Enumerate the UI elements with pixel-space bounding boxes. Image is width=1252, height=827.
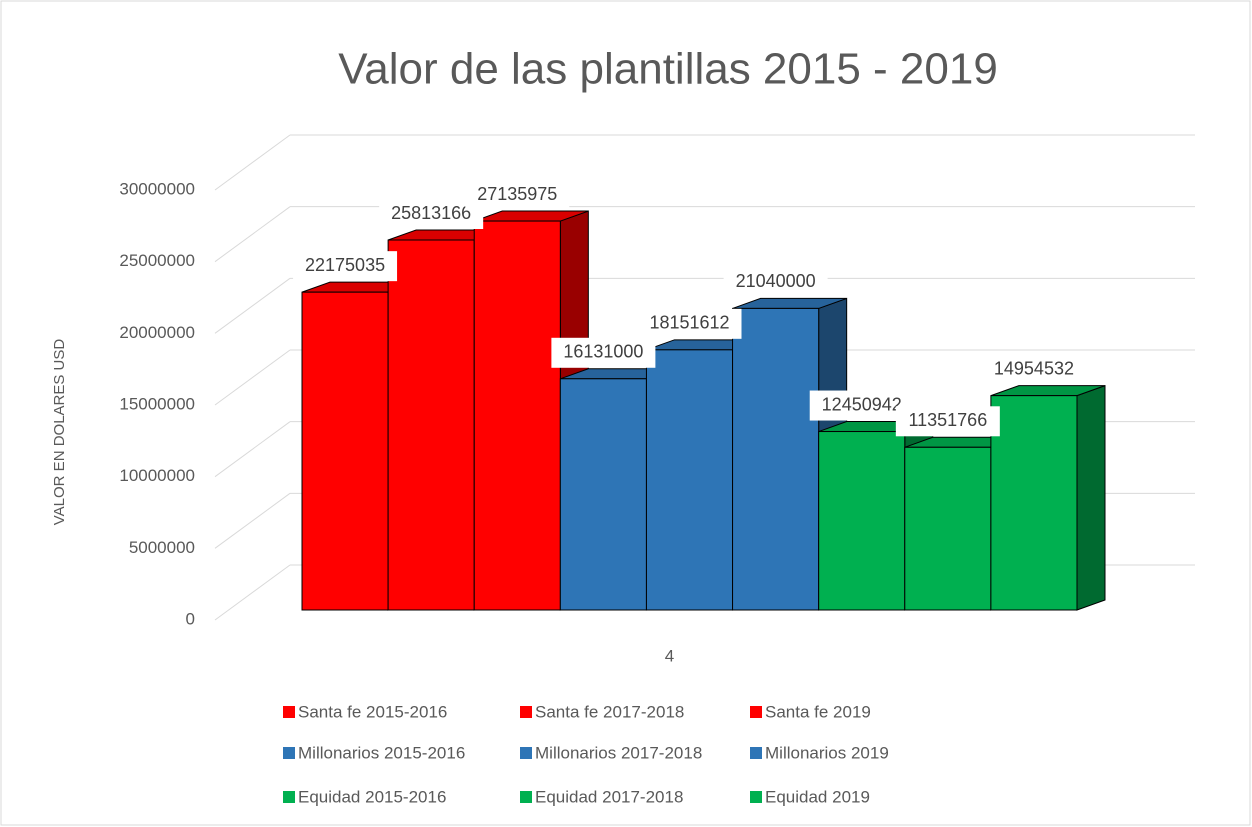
data-label-box — [895, 406, 1000, 437]
legend-label: Santa fe 2019 — [765, 702, 871, 721]
data-label: 25813166 — [391, 203, 471, 223]
grid-line — [214, 349, 291, 406]
data-label: 12450942 — [822, 394, 902, 414]
grid-line — [214, 564, 291, 621]
bar — [387, 239, 475, 611]
bar — [904, 446, 992, 611]
legend-swatch — [283, 791, 295, 803]
data-label-box — [637, 308, 742, 339]
y-tick-label: 20000000 — [119, 323, 195, 342]
bar — [818, 431, 906, 611]
legend-label: Millonarios 2017-2018 — [535, 743, 702, 762]
legend-label: Equidad 2015-2016 — [298, 787, 446, 806]
data-label: 16131000 — [563, 342, 643, 362]
bar — [301, 291, 389, 611]
grid-line — [214, 134, 291, 191]
bar — [990, 395, 1078, 611]
legend-swatch — [750, 747, 762, 759]
bar — [559, 378, 647, 611]
bar-side — [1076, 384, 1106, 611]
data-label-box — [551, 337, 656, 368]
legend-swatch — [283, 706, 295, 718]
legend-label: Equidad 2017-2018 — [535, 787, 683, 806]
chart-title: Valor de las plantillas 2015 - 2019 — [338, 45, 998, 94]
legend-label: Equidad 2019 — [765, 787, 870, 806]
legend-label: Millonarios 2019 — [765, 743, 889, 762]
bar — [645, 349, 734, 611]
y-tick-label: 15000000 — [119, 394, 195, 413]
data-label-box — [293, 251, 398, 282]
legend-swatch — [520, 706, 532, 718]
legend-swatch — [520, 791, 532, 803]
y-tick-label: 25000000 — [119, 251, 195, 270]
data-label: 14954532 — [994, 358, 1074, 378]
grid-line — [214, 421, 291, 478]
legend-swatch — [283, 747, 295, 759]
y-tick-label: 5000000 — [129, 538, 195, 557]
y-axis-label: VALOR EN DOLARES USD — [51, 339, 68, 526]
legend-swatch — [750, 706, 762, 718]
bar — [473, 220, 561, 611]
data-label: 27135975 — [477, 184, 557, 204]
legend-label: Santa fe 2015-2016 — [298, 702, 447, 721]
data-label: 21040000 — [736, 271, 816, 291]
data-label-box — [465, 180, 570, 211]
data-label-box — [723, 267, 828, 298]
x-tick-label: 4 — [665, 646, 674, 665]
legend-swatch — [750, 791, 762, 803]
data-label: 18151612 — [649, 313, 729, 333]
grid-line — [214, 492, 291, 549]
y-tick-label: 30000000 — [119, 179, 195, 198]
data-label-box — [981, 354, 1086, 385]
legend-label: Millonarios 2015-2016 — [298, 743, 465, 762]
bar — [732, 307, 820, 611]
grid-line — [214, 277, 291, 334]
y-tick-label: 0 — [186, 609, 195, 628]
data-label: 22175035 — [305, 255, 385, 275]
data-label: 11351766 — [908, 410, 987, 430]
y-tick-label: 10000000 — [119, 466, 195, 485]
legend-swatch — [520, 747, 532, 759]
legend-label: Santa fe 2017-2018 — [535, 702, 684, 721]
grid-line — [214, 206, 291, 263]
